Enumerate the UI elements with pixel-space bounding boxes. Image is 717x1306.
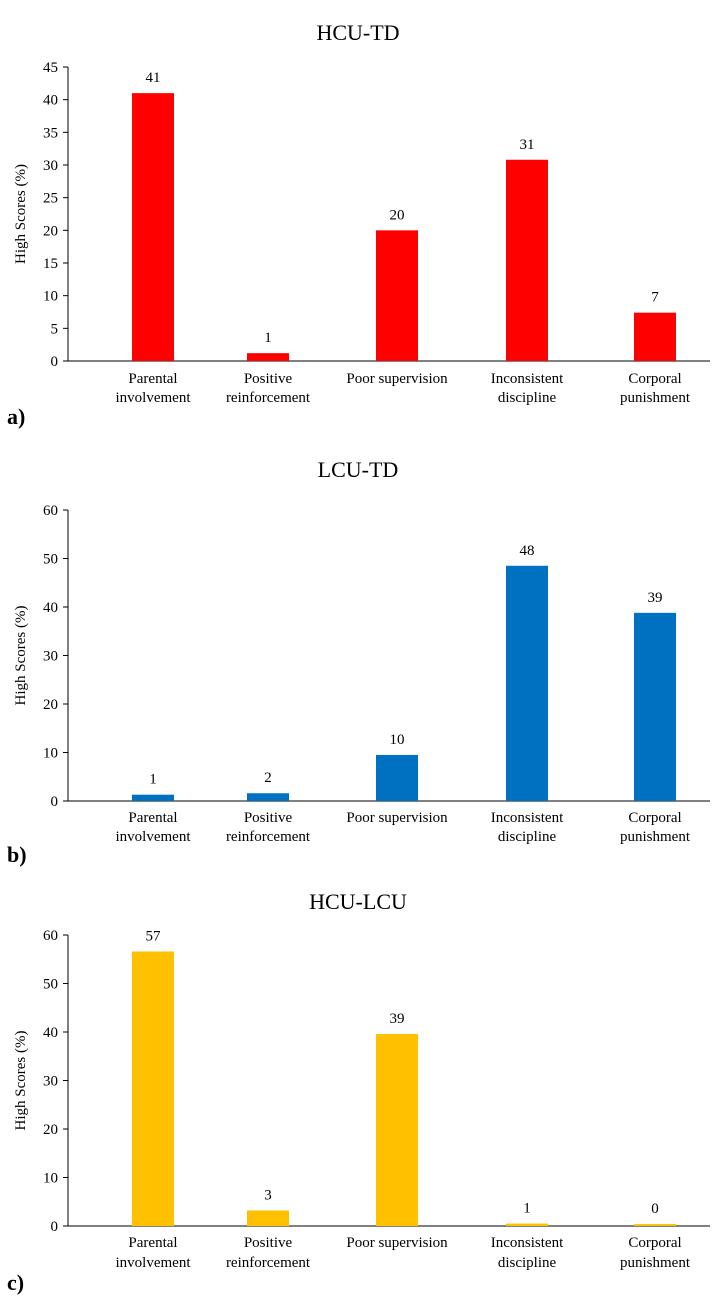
category-label: Inconsistent: [491, 371, 564, 387]
y-tick-label: 15: [43, 256, 58, 272]
chart-hcu-td: HCU-TD High Scores (%) 0 5 10 15 20 25 30 35 40 45 4…: [7, 20, 710, 429]
panel-letter: a): [7, 404, 25, 429]
y-tick-label: 50: [43, 552, 58, 568]
y-tick-label: 40: [43, 600, 58, 616]
y-tick-label: 0: [51, 1219, 59, 1235]
chart-title: HCU-LCU: [309, 889, 407, 914]
category-label: discipline: [498, 1255, 557, 1271]
category-label: Poor supervision: [346, 371, 448, 387]
bar: [506, 565, 548, 801]
data-label: 20: [390, 207, 405, 223]
chart-lcu-td: LCU-TD High Scores (%) 0 10 20 30 40 50 60 1 Paren…: [7, 457, 710, 867]
data-label: 39: [390, 1011, 405, 1027]
y-tick-label: 20: [43, 697, 58, 713]
y-tick-label: 0: [51, 794, 59, 810]
y-tick-label: 35: [43, 125, 58, 141]
category-label: involvement: [116, 390, 192, 406]
category-label: Corporal: [628, 810, 681, 826]
category-label: Inconsistent: [491, 810, 564, 826]
data-label: 39: [648, 590, 663, 606]
y-tick-label: 5: [51, 321, 59, 337]
y-tick-label: 60: [43, 928, 58, 944]
y-tick-label: 30: [43, 649, 58, 665]
category-label: reinforcement: [226, 829, 311, 845]
category-label: discipline: [498, 390, 557, 406]
category-label: reinforcement: [226, 1255, 311, 1271]
data-label: 1: [149, 772, 157, 788]
category-label: Parental: [128, 810, 177, 826]
y-tick-label: 20: [43, 223, 58, 239]
bar: [247, 1210, 289, 1226]
bar: [634, 612, 676, 801]
data-label: 41: [146, 70, 161, 86]
category-label: Inconsistent: [491, 1235, 564, 1251]
category-label: discipline: [498, 829, 557, 845]
panel-letter: b): [7, 842, 27, 867]
category-label: Poor supervision: [346, 810, 448, 826]
data-label: 31: [520, 137, 535, 153]
panel-letter: c): [7, 1270, 24, 1295]
category-label: Positive: [244, 371, 293, 387]
data-label: 2: [264, 770, 272, 786]
y-tick-label: 30: [43, 1074, 58, 1090]
y-tick-label: 10: [43, 746, 58, 762]
y-tick-label: 10: [43, 289, 58, 305]
category-label: Parental: [128, 1235, 177, 1251]
category-label: punishment: [620, 1255, 691, 1271]
category-label: Poor supervision: [346, 1235, 448, 1251]
category-label: Corporal: [628, 371, 681, 387]
category-label: punishment: [620, 829, 691, 845]
category-label: involvement: [116, 1255, 192, 1271]
data-label: 1: [523, 1201, 531, 1217]
y-axis-label: High Scores (%): [13, 606, 29, 706]
chart-title: HCU-TD: [316, 20, 399, 45]
y-tick-label: 40: [43, 1025, 58, 1041]
category-label: punishment: [620, 390, 691, 406]
y-tick-label: 10: [43, 1171, 58, 1187]
y-axis-label: High Scores (%): [13, 164, 29, 264]
y-tick-label: 25: [43, 191, 58, 207]
data-label: 0: [651, 1201, 659, 1217]
data-label: 3: [264, 1187, 272, 1203]
y-tick-label: 40: [43, 93, 58, 109]
bar: [247, 353, 289, 361]
bar: [506, 1223, 548, 1226]
y-tick-label: 50: [43, 977, 58, 993]
y-tick-label: 0: [51, 354, 59, 370]
category-label: involvement: [116, 829, 192, 845]
bar: [506, 159, 548, 361]
bar: [376, 230, 418, 361]
bar: [634, 1224, 676, 1226]
y-tick-label: 30: [43, 158, 58, 174]
chart-title: LCU-TD: [318, 457, 399, 482]
data-label: 10: [390, 732, 405, 748]
y-tick-label: 20: [43, 1122, 58, 1138]
bar: [132, 93, 174, 361]
category-label: Corporal: [628, 1235, 681, 1251]
category-label: Positive: [244, 810, 293, 826]
bar: [376, 754, 418, 801]
y-tick-label: 60: [43, 503, 58, 519]
y-tick-label: 45: [43, 60, 58, 76]
category-label: Positive: [244, 1235, 293, 1251]
bar: [376, 1033, 418, 1226]
bar: [247, 793, 289, 801]
category-label: reinforcement: [226, 390, 311, 406]
data-label: 7: [651, 290, 659, 306]
bar: [132, 951, 174, 1226]
bar: [634, 312, 676, 361]
data-label: 48: [520, 543, 535, 559]
y-axis-label: High Scores (%): [13, 1031, 29, 1131]
bar: [132, 794, 174, 801]
data-label: 1: [264, 330, 272, 346]
category-label: Parental: [128, 371, 177, 387]
data-label: 57: [146, 928, 162, 944]
